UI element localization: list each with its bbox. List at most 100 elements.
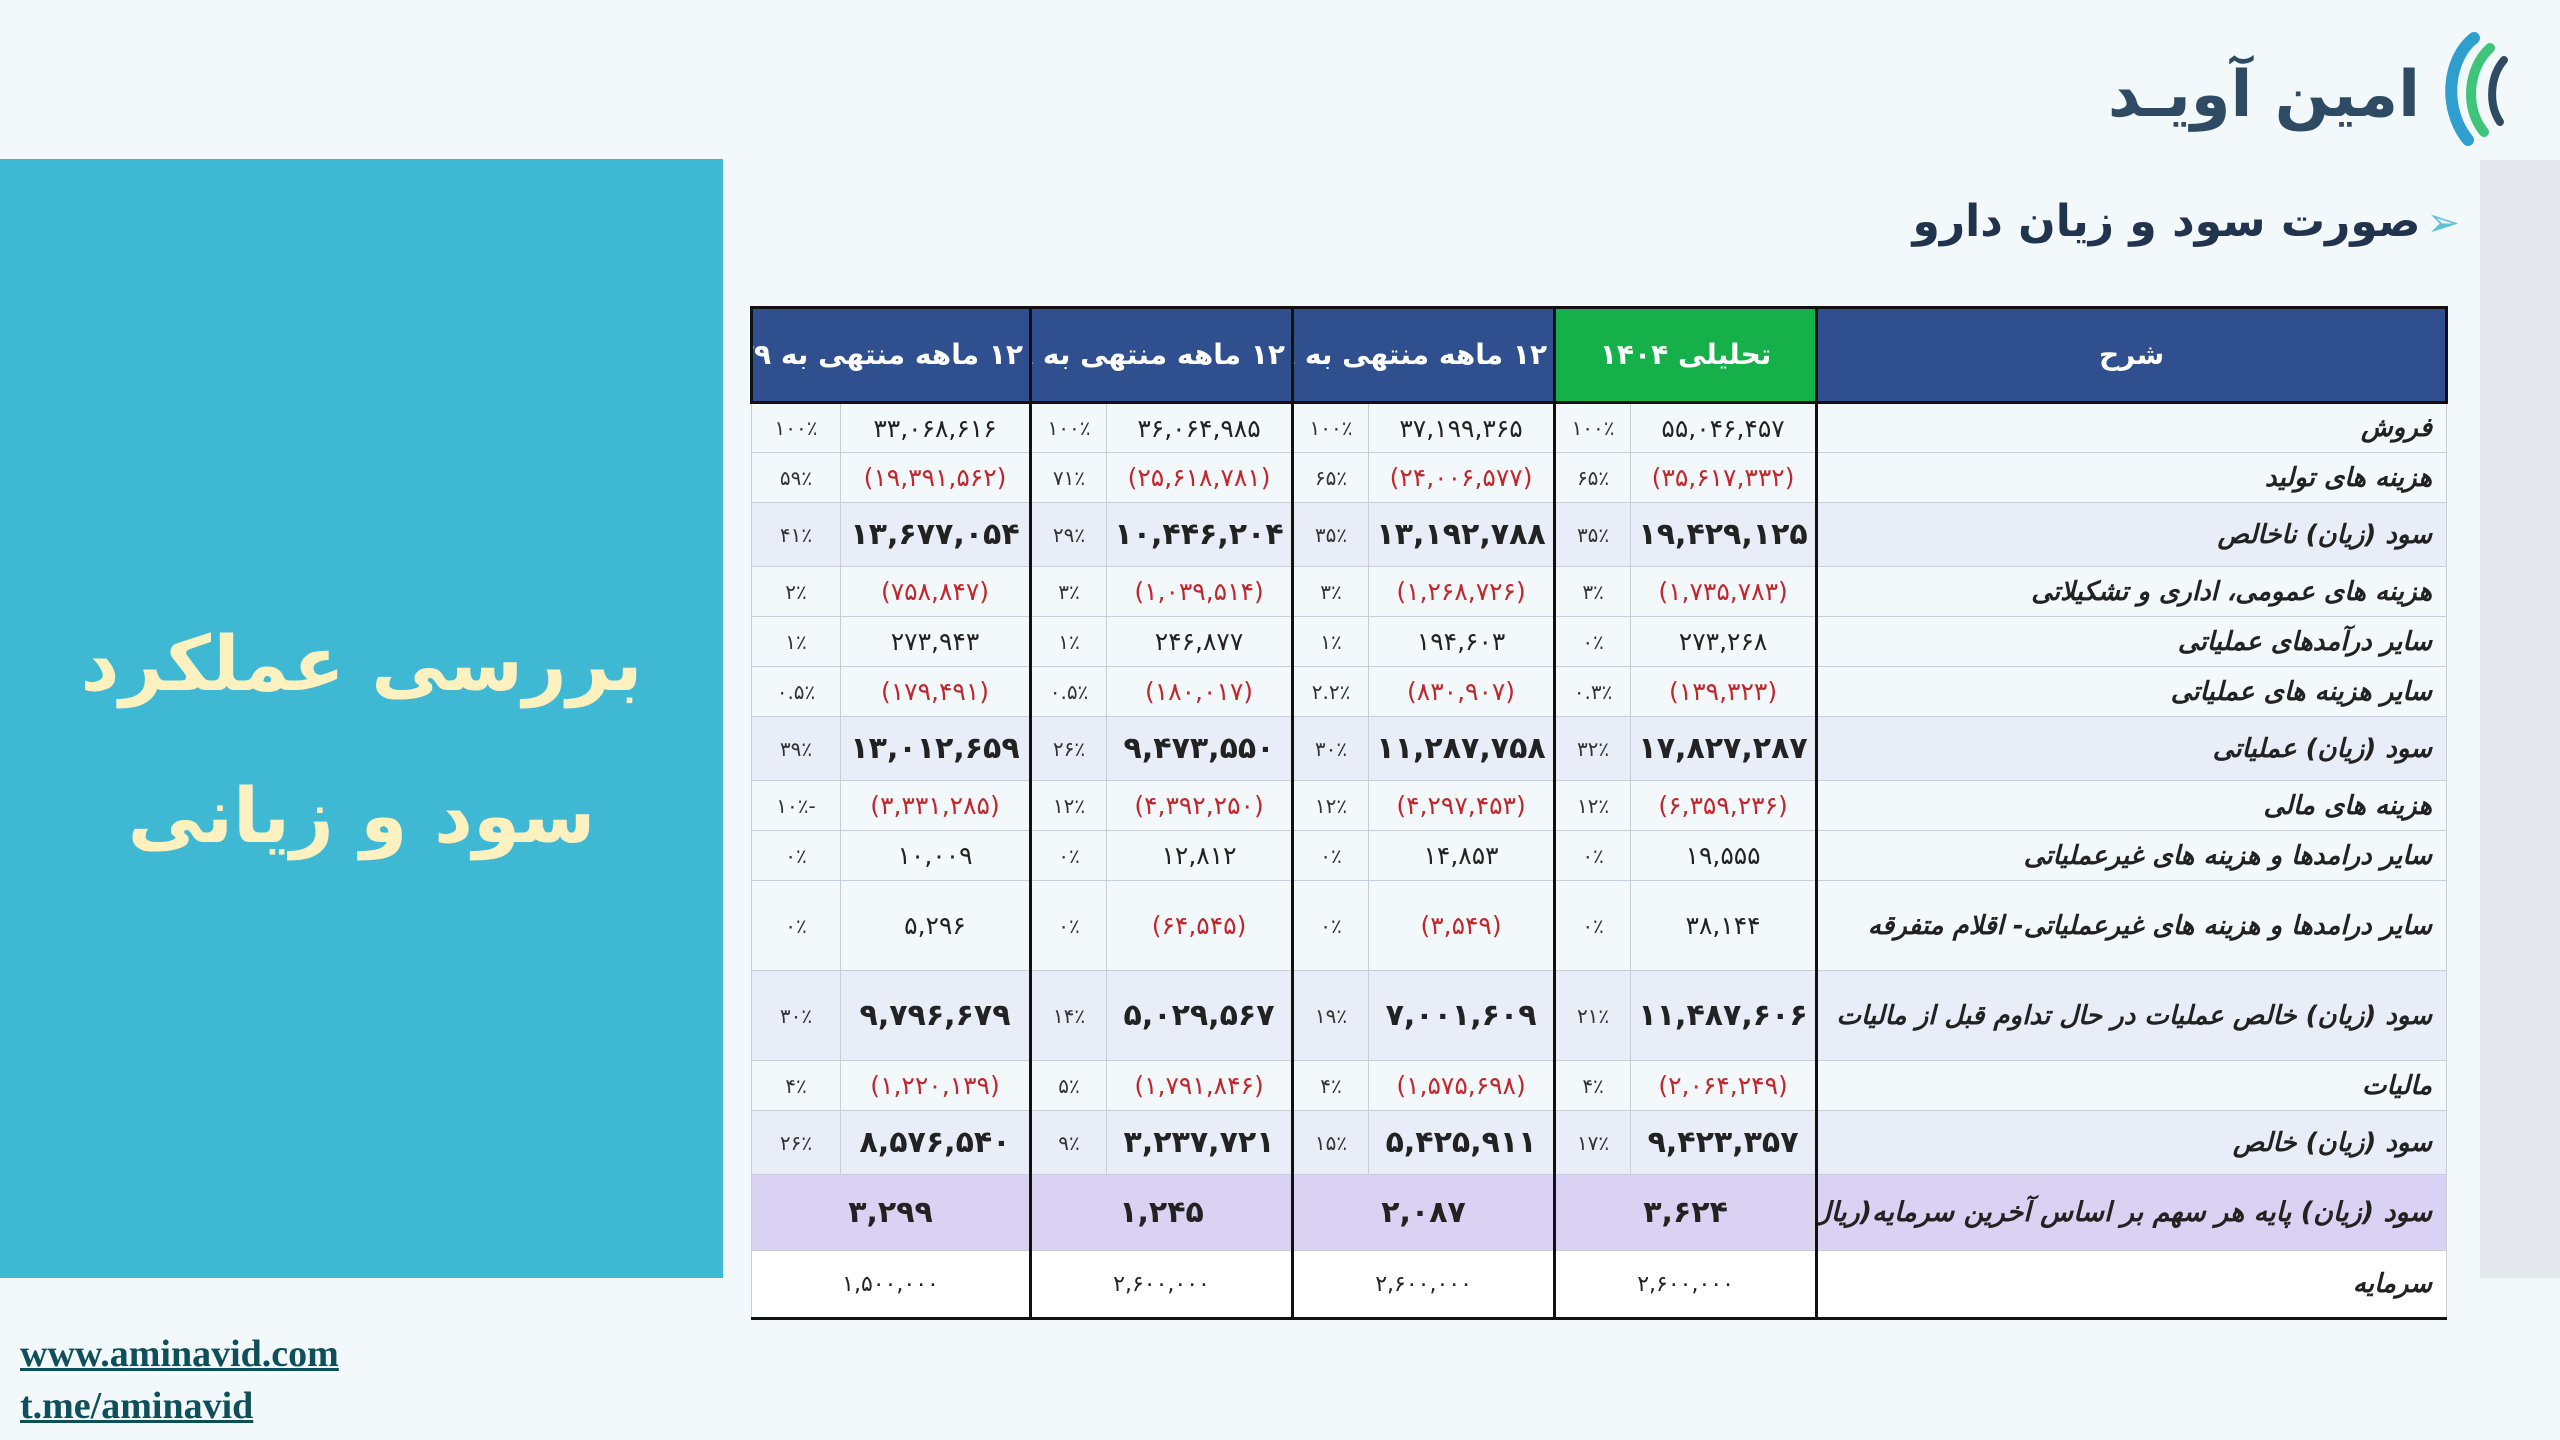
value-cell: ۱۳,۱۹۲,۷۸۸ [1368, 502, 1556, 567]
brand-name: امین آویـد [2107, 58, 2420, 132]
percent-cell: ۳۰٪ [1291, 716, 1370, 781]
percent-cell: ۴۱٪ [750, 502, 842, 567]
row-label: سود (زیان) خالص عملیات در حال تداوم قبل … [1815, 970, 2448, 1061]
website-link[interactable]: www.aminavid.com [20, 1333, 339, 1375]
value-cell: ۱۲,۸۱۲ [1106, 830, 1294, 881]
percent-cell: ۷۱٪ [1029, 452, 1108, 503]
value-cell: ۵,۲۹۶ [840, 880, 1032, 971]
percent-cell: ۰.۳٪ [1553, 666, 1632, 717]
table-row: سایر هزینه های عملیاتی (۱۳۹,۳۲۳) ۰.۳٪ (۸۳۰,… [750, 666, 2448, 717]
percent-cell: ۰٪ [1553, 616, 1632, 667]
value-cell: ۱۹,۵۵۵ [1630, 830, 1818, 881]
row-label: سایر هزینه های عملیاتی [1815, 666, 2448, 717]
right-strip [2480, 160, 2560, 1278]
value-cell: (۲۴,۰۰۶,۵۷۷) [1368, 452, 1556, 503]
eps-value: ۱,۲۴۵ [1029, 1174, 1294, 1251]
value-cell: (۶,۳۵۹,۲۳۶) [1630, 780, 1818, 831]
value-cell: ۱۹,۴۲۹,۱۲۵ [1630, 502, 1818, 567]
percent-cell: ۴٪ [1291, 1060, 1370, 1111]
eps-label: سود (زیان) پایه هر سهم بر اساس آخرین سرم… [1815, 1174, 2448, 1251]
percent-cell: ۰٪ [1291, 880, 1370, 971]
value-cell: ۱۱,۴۸۷,۶۰۶ [1630, 970, 1818, 1061]
percent-cell: ۵۹٪ [750, 452, 842, 503]
capital-row: سرمایه ۲,۶۰۰,۰۰۰ ۲,۶۰۰,۰۰۰ ۲,۶۰۰,۰۰۰ ۱,۵۰۰,۰… [750, 1250, 2448, 1320]
brand-mark-icon [2445, 32, 2508, 146]
value-cell: ۳,۲۳۷,۷۲۱ [1106, 1110, 1294, 1175]
row-label: مالیات [1815, 1060, 2448, 1111]
percent-cell: ۱٪ [750, 616, 842, 667]
percent-cell: ۳۲٪ [1553, 716, 1632, 781]
table-row: هزینه های عمومی، اداری و تشکیلاتی (۱,۷۳۵,… [750, 566, 2448, 617]
row-label: سایر درامدها و هزینه های غیرعملیاتی [1815, 830, 2448, 881]
header-desc: شرح [1815, 306, 2449, 404]
value-cell: (۳,۳۳۱,۲۸۵) [840, 780, 1032, 831]
percent-cell: ۱٪ [1029, 616, 1108, 667]
value-cell: (۱,۰۳۹,۵۱۴) [1106, 566, 1294, 617]
percent-cell: ۰٪ [1553, 880, 1632, 971]
arrow-icon: ➢ [2426, 200, 2460, 246]
table-row: هزینه های مالی (۶,۳۵۹,۲۳۶) ۱۲٪ (۴,۲۹۷,۴۵۳) ۱… [750, 780, 2448, 831]
percent-cell: ۱٪ [1291, 616, 1370, 667]
percent-cell: ۴٪ [750, 1060, 842, 1111]
value-cell: (۱۷۹,۴۹۱) [840, 666, 1032, 717]
percent-cell: ۱۴٪ [1029, 970, 1108, 1061]
percent-cell: ۳۵٪ [1553, 502, 1632, 567]
percent-cell: ۱۹٪ [1291, 970, 1370, 1061]
percent-cell: ۲۹٪ [1029, 502, 1108, 567]
percent-cell: ۰٪ [1553, 830, 1632, 881]
percent-cell: ۶۵٪ [1553, 452, 1632, 503]
side-title-line1: بررسی عملکرد [80, 619, 643, 708]
value-cell: ۲۷۳,۲۶۸ [1630, 616, 1818, 667]
percent-cell: -۱۰٪ [750, 780, 842, 831]
percent-cell: ۰.۵٪ [750, 666, 842, 717]
percent-cell: ۴٪ [1553, 1060, 1632, 1111]
value-cell: (۱,۷۹۱,۸۴۶) [1106, 1060, 1294, 1111]
eps-value: ۲,۰۸۷ [1291, 1174, 1556, 1251]
table-header-row: شرح تحلیلی ۱۴۰۴ ۱۲ ماهه منتهی به ۱۴۰۳/۱۲… [749, 306, 2449, 404]
value-cell: ۱۳,۰۱۲,۶۵۹ [840, 716, 1032, 781]
percent-cell: ۰٪ [750, 830, 842, 881]
table-row: سایر درامدها و هزینه های غیرعملیاتی- اقل… [750, 880, 2448, 971]
value-cell: ۹,۷۹۶,۶۷۹ [840, 970, 1032, 1061]
percent-cell: ۰٪ [1029, 830, 1108, 881]
row-label: هزینه های تولید [1815, 452, 2448, 503]
value-cell: (۱۹,۳۹۱,۵۶۲) [840, 452, 1032, 503]
eps-row: سود (زیان) پایه هر سهم بر اساس آخرین سرم… [750, 1174, 2448, 1251]
value-cell: ۹,۴۷۳,۵۵۰ [1106, 716, 1294, 781]
telegram-link[interactable]: t.me/aminavid [20, 1385, 254, 1427]
table-row: هزینه های تولید (۳۵,۶۱۷,۳۳۲) ۶۵٪ (۲۴,۰۰۶,۵۷… [750, 452, 2448, 503]
percent-cell: ۱۰۰٪ [1291, 402, 1370, 453]
page-title-text: صورت سود و زیان دارو [1912, 196, 2421, 247]
value-cell: ۱۴,۸۵۳ [1368, 830, 1556, 881]
eps-value: ۳,۲۹۹ [750, 1174, 1032, 1251]
value-cell: (۸۳۰,۹۰۷) [1368, 666, 1556, 717]
table-row: فروش ۵۵,۰۴۶,۴۵۷ ۱۰۰٪ ۳۷,۱۹۹,۳۶۵ ۱۰۰٪ ۳۶,۰۶۴,۹… [750, 402, 2448, 453]
income-statement-table: شرح تحلیلی ۱۴۰۴ ۱۲ ماهه منتهی به ۱۴۰۳/۱۲… [749, 306, 2449, 1320]
percent-cell: ۲۶٪ [1029, 716, 1108, 781]
capital-value: ۲,۶۰۰,۰۰۰ [1029, 1250, 1294, 1320]
value-cell: ۳۸,۱۴۴ [1630, 880, 1818, 971]
value-cell: ۳۳,۰۶۸,۶۱۶ [840, 402, 1032, 453]
capital-value: ۱,۵۰۰,۰۰۰ [750, 1250, 1032, 1320]
side-title-line2: سود و زیانی [127, 771, 596, 860]
header-1404: تحلیلی ۱۴۰۴ [1553, 306, 1819, 404]
percent-cell: ۳٪ [1029, 566, 1108, 617]
row-label: سایر درامدها و هزینه های غیرعملیاتی- اقل… [1815, 880, 2448, 971]
percent-cell: ۰٪ [1029, 880, 1108, 971]
table-row: سایر درآمدهای عملیاتی ۲۷۳,۲۶۸ ۰٪ ۱۹۴,۶۰۳ ۱٪ ۲… [750, 616, 2448, 667]
value-cell: ۲۴۶,۸۷۷ [1106, 616, 1294, 667]
value-cell: ۳۷,۱۹۹,۳۶۵ [1368, 402, 1556, 453]
value-cell: (۳۵,۶۱۷,۳۳۲) [1630, 452, 1818, 503]
value-cell: ۵۵,۰۴۶,۴۵۷ [1630, 402, 1818, 453]
percent-cell: ۱۰۰٪ [1029, 402, 1108, 453]
header-1401: ۱۲ ماهه منتهی به ۱۴۰۱/۱۲/۲۹ [749, 306, 1033, 404]
percent-cell: ۳۰٪ [750, 970, 842, 1061]
value-cell: ۵,۰۲۹,۵۶۷ [1106, 970, 1294, 1061]
value-cell: (۶۴,۵۴۵) [1106, 880, 1294, 971]
percent-cell: ۰٪ [1291, 830, 1370, 881]
table-row: سود (زیان) عملیاتی ۱۷,۸۲۷,۲۸۷ ۳۲٪ ۱۱,۲۸۷,۷۵… [750, 716, 2448, 781]
percent-cell: ۱۲٪ [1291, 780, 1370, 831]
percent-cell: ۳۹٪ [750, 716, 842, 781]
value-cell: (۱,۵۷۵,۶۹۸) [1368, 1060, 1556, 1111]
side-panel: بررسی عملکرد سود و زیانی [0, 159, 723, 1278]
